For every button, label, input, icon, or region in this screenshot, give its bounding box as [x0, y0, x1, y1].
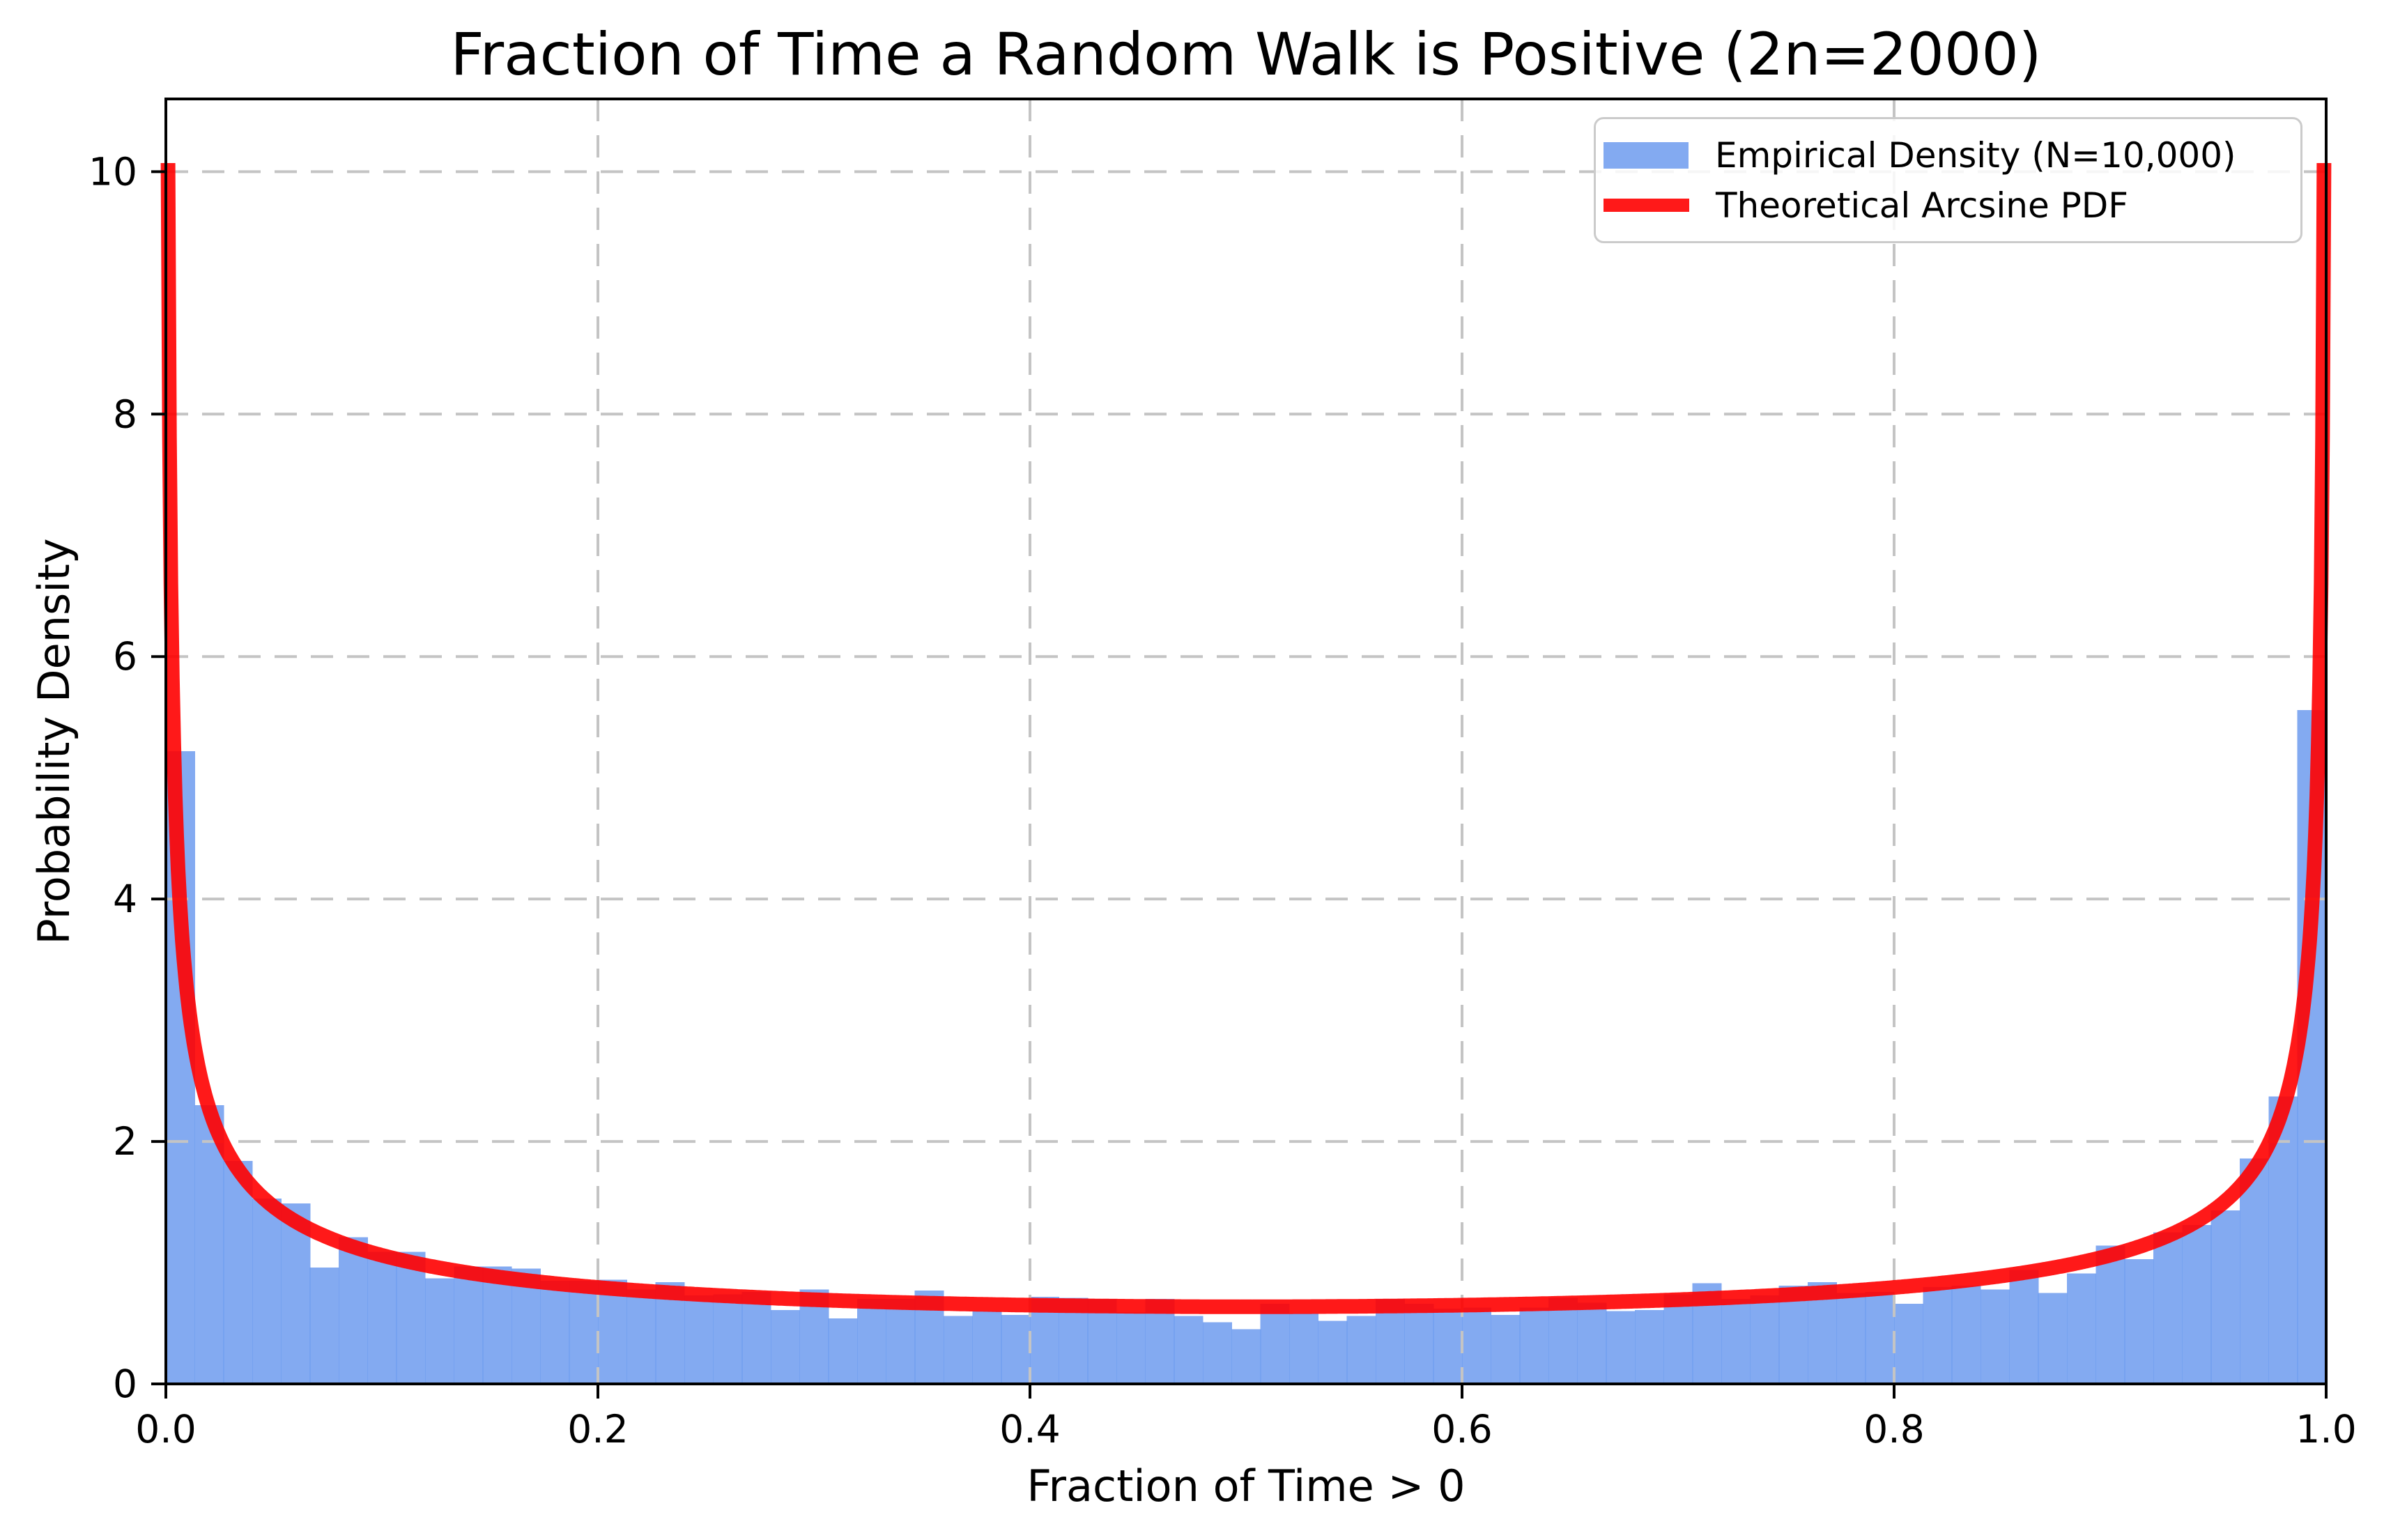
histogram-bar — [252, 1198, 282, 1384]
histogram-bar — [569, 1281, 599, 1384]
histogram-bar — [2153, 1232, 2183, 1384]
histogram-bar — [367, 1252, 397, 1384]
histogram-bar — [396, 1252, 426, 1384]
histogram-bar — [425, 1278, 454, 1384]
histogram-bar — [1635, 1309, 1664, 1384]
histogram-bar — [2182, 1225, 2212, 1384]
histogram-bar — [2095, 1245, 2125, 1384]
x-tick-label: 0.0 — [135, 1407, 196, 1452]
legend-entry-theoretical: Theoretical Arcsine PDF — [1604, 185, 2293, 226]
curve-swatch-icon — [1604, 199, 1689, 212]
y-axis-label: Probability Density — [29, 538, 79, 945]
histogram-bar — [1865, 1291, 1895, 1384]
histogram-bar — [309, 1268, 339, 1384]
histogram-bar — [2240, 1158, 2269, 1384]
histogram-bar — [1174, 1316, 1203, 1384]
histogram-bar — [626, 1289, 656, 1384]
histogram-bar — [1923, 1286, 1953, 1384]
legend-label-empirical: Empirical Density (N=10,000) — [1715, 134, 2236, 176]
histogram-bar — [1260, 1304, 1290, 1384]
x-tick-label: 0.4 — [999, 1407, 1060, 1452]
histogram-bar — [1836, 1293, 1866, 1384]
histogram-bar — [771, 1309, 800, 1384]
histogram-bar — [223, 1160, 253, 1384]
y-tick-label: 8 — [113, 392, 137, 436]
histogram-bar — [1577, 1302, 1607, 1384]
histogram-bar — [2124, 1258, 2154, 1384]
y-tick-label: 2 — [113, 1119, 137, 1164]
histogram-bar — [828, 1318, 858, 1384]
histogram-bar — [886, 1299, 916, 1384]
plot-border — [164, 98, 2328, 1385]
histogram-bar — [1721, 1299, 1751, 1384]
histogram-bar — [1548, 1298, 1578, 1384]
histogram-bar — [598, 1279, 627, 1384]
histogram-bar — [1203, 1322, 1232, 1384]
histogram-bar — [2067, 1273, 2096, 1384]
histogram-bar — [1231, 1329, 1261, 1384]
histogram-bar — [1750, 1295, 1780, 1384]
histogram-bar — [1289, 1314, 1318, 1384]
histogram-bar — [1404, 1304, 1434, 1384]
histogram-bar — [684, 1295, 714, 1384]
chart-title: Fraction of Time a Random Walk is Positi… — [450, 20, 2042, 88]
x-tick-label: 0.6 — [1431, 1407, 1492, 1452]
histogram-bar — [1346, 1316, 1376, 1384]
x-axis-label: Fraction of Time > 0 — [1026, 1461, 1466, 1511]
histogram-bar — [1318, 1320, 1348, 1384]
histogram-bar — [1491, 1314, 1521, 1384]
histogram-bar — [741, 1291, 771, 1384]
histogram-bar — [1981, 1289, 2010, 1384]
histogram-bar — [1663, 1294, 1693, 1384]
x-tick-label: 1.0 — [2295, 1407, 2356, 1452]
x-tick-label: 0.8 — [1863, 1407, 1924, 1452]
histogram-bar — [2038, 1293, 2068, 1384]
histogram-bar — [339, 1237, 368, 1384]
histogram-bar — [1951, 1286, 1981, 1384]
histogram-bar — [2210, 1210, 2240, 1384]
histogram-bar — [857, 1299, 886, 1384]
histogram-bar — [2009, 1270, 2039, 1384]
x-tick-label: 0.2 — [567, 1407, 628, 1452]
histogram-bar — [540, 1281, 570, 1384]
histogram-bar — [1519, 1307, 1549, 1384]
histogram-swatch-icon — [1604, 141, 1689, 169]
histogram-bar — [1894, 1304, 1923, 1384]
histogram-bar — [1606, 1311, 1636, 1384]
y-tick-label: 4 — [113, 877, 137, 921]
y-tick-label: 10 — [89, 149, 137, 194]
histogram-bar — [944, 1316, 973, 1384]
histogram-bar — [1462, 1307, 1491, 1384]
y-tick-label: 0 — [113, 1362, 137, 1406]
histogram-bar — [454, 1266, 484, 1384]
histogram-bar — [713, 1294, 743, 1384]
histogram-bar — [972, 1311, 1002, 1384]
legend: Empirical Density (N=10,000) Theoretical… — [1594, 117, 2302, 243]
histogram-bar — [482, 1266, 512, 1384]
histogram-bar — [1116, 1312, 1146, 1384]
histogram-bar — [1433, 1309, 1463, 1384]
histogram-bar — [1001, 1314, 1031, 1384]
arcsine-curve — [160, 162, 2332, 1314]
y-tick-label: 6 — [113, 634, 137, 679]
legend-entry-empirical: Empirical Density (N=10,000) — [1604, 134, 2293, 176]
legend-label-theoretical: Theoretical Arcsine PDF — [1716, 185, 2129, 226]
